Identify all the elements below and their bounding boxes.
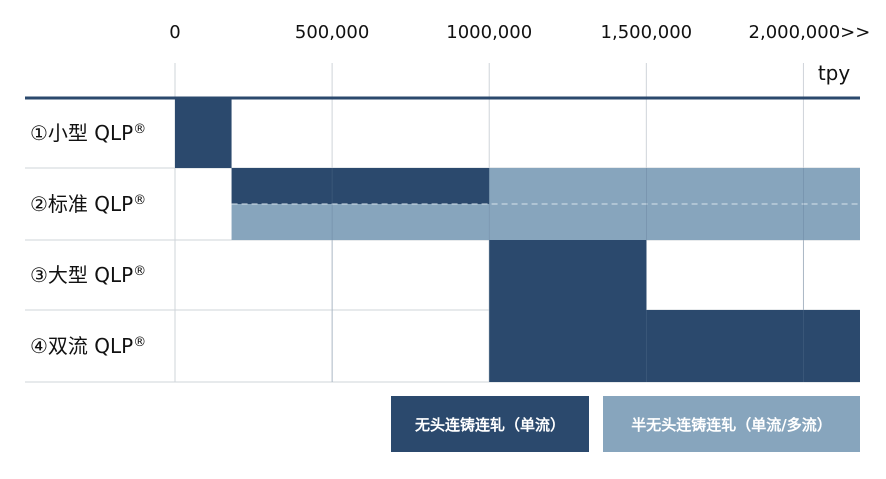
tick-label: 1000,000 <box>446 22 532 43</box>
bar-endless <box>231 168 490 204</box>
row-label: ④双流 QLP® <box>30 334 146 358</box>
bar-endless <box>175 98 232 168</box>
unit-label: tpy <box>818 61 851 85</box>
legend-semi-endless: 半无头连铸连轧（单流/多流） <box>603 396 860 452</box>
labels: 0 500,000 1000,000 1,500,000 2,000,000>> tpy ①… <box>30 22 870 358</box>
row-label: ③大型 QLP® <box>30 263 146 287</box>
legend-label: 半无头连铸连轧（单流/多流） <box>631 415 832 434</box>
legend-label: 无头连铸连轧（单流） <box>414 415 565 434</box>
row-label: ②标准 QLP® <box>30 192 146 216</box>
row-label: ①小型 QLP® <box>30 121 146 145</box>
bars <box>175 98 860 382</box>
tick-label: 0 <box>169 22 180 43</box>
tick-label: 2,000,000>> <box>749 22 871 43</box>
legend-endless-single-strand: 无头连铸连轧（单流） <box>391 396 589 452</box>
bar-endless <box>489 240 647 310</box>
bar-endless <box>489 310 860 382</box>
bar-semi-endless <box>231 204 490 240</box>
tick-label: 500,000 <box>295 22 369 43</box>
tick-label: 1,500,000 <box>601 22 693 43</box>
